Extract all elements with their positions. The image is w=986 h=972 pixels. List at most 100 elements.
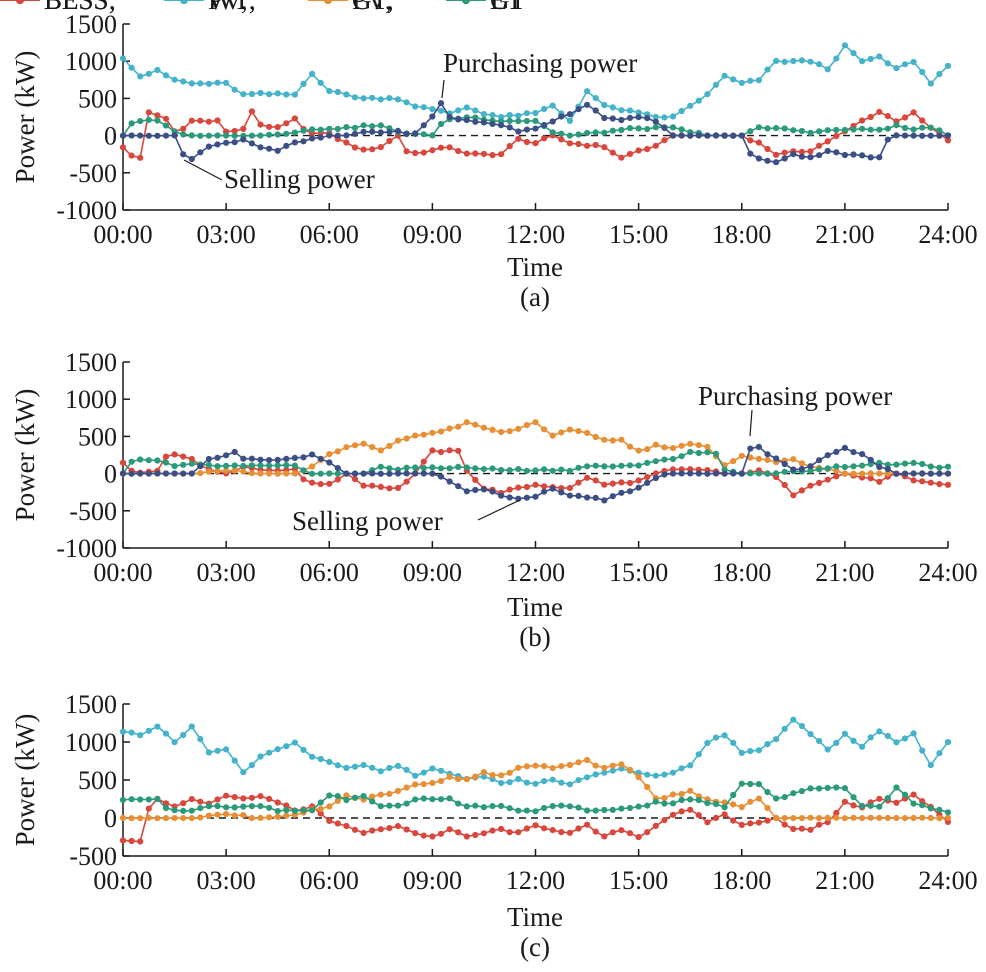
data-point-bess <box>558 136 565 143</box>
y-tick-label: -1000 <box>56 534 117 563</box>
data-point-gt <box>274 131 281 138</box>
data-point-pv <box>541 426 548 433</box>
data-point-pv <box>901 815 909 822</box>
data-point-wt <box>248 762 255 769</box>
data-point-gt <box>154 457 161 464</box>
data-point-bess <box>291 115 298 122</box>
data-point-gt <box>816 128 823 135</box>
data-point-wt <box>798 57 806 64</box>
data-point-wt <box>137 73 144 80</box>
data-point-et <box>790 466 797 473</box>
data-point-gt <box>901 124 909 132</box>
data-point-et <box>291 139 298 146</box>
data-point-gt <box>867 802 874 809</box>
data-point-gt <box>334 470 341 477</box>
data-point-bess <box>919 117 926 124</box>
data-point-bess <box>824 476 831 483</box>
data-point-wt <box>515 775 522 783</box>
data-point-gt <box>601 129 608 136</box>
data-point-pv <box>343 444 350 451</box>
data-point-gt <box>824 465 831 472</box>
data-point-wt <box>334 762 341 769</box>
data-point-et <box>661 124 668 132</box>
data-point-bess <box>377 826 384 833</box>
data-point-gt <box>231 132 238 139</box>
x-tick-label: 03:00 <box>197 866 256 895</box>
data-point-et <box>833 448 840 455</box>
data-point-wt <box>515 112 522 119</box>
y-tick-label: 1000 <box>65 385 117 414</box>
data-point-wt <box>936 750 943 757</box>
x-tick-label: 00:00 <box>93 866 152 895</box>
data-point-et <box>480 486 487 493</box>
y-tick-label: -1000 <box>56 196 117 225</box>
data-point-gt <box>807 467 814 474</box>
data-point-et <box>532 125 539 132</box>
data-point-gt <box>764 789 771 796</box>
data-point-gt <box>403 800 410 807</box>
data-point-bess <box>480 150 487 157</box>
data-point-bess <box>377 144 384 151</box>
data-point-gt <box>824 127 831 134</box>
data-point-bess <box>205 118 212 125</box>
data-point-et <box>944 132 952 139</box>
x-tick-label: 21:00 <box>815 558 874 587</box>
data-point-wt <box>781 725 788 732</box>
data-point-wt <box>429 106 436 113</box>
data-point-gt <box>712 800 720 808</box>
data-point-gt <box>652 124 659 131</box>
data-point-gt <box>171 807 178 814</box>
data-point-wt <box>644 771 651 778</box>
panel-b-annotation-purchasing: Purchasing power <box>698 381 892 411</box>
data-point-gt <box>575 804 582 811</box>
data-point-wt <box>523 779 531 786</box>
data-point-bess <box>661 817 668 824</box>
data-point-wt <box>936 70 943 78</box>
data-point-bess <box>128 837 135 845</box>
data-point-pv <box>403 784 410 791</box>
data-point-et <box>171 132 178 139</box>
data-point-bess <box>489 827 496 834</box>
data-point-wt <box>566 117 574 124</box>
data-point-bess <box>833 809 840 817</box>
data-point-wt <box>695 97 702 104</box>
data-point-wt <box>712 81 720 88</box>
legend-label: BESS; <box>44 0 116 15</box>
data-point-wt <box>859 743 866 750</box>
panel-b-legend: BESS; PV; GT; ET <box>0 0 523 15</box>
data-point-wt <box>755 77 763 84</box>
panel-c-series <box>119 716 952 845</box>
data-point-bess <box>437 448 445 456</box>
data-point-et <box>669 132 677 139</box>
data-point-wt <box>334 88 341 96</box>
data-point-gt <box>472 802 479 809</box>
data-point-gt <box>532 117 539 124</box>
data-point-et <box>394 127 402 134</box>
data-point-gt <box>240 462 247 469</box>
data-point-bess <box>824 819 831 826</box>
data-point-pv <box>609 762 616 769</box>
data-point-gt <box>437 796 445 803</box>
data-point-bess <box>248 794 255 801</box>
data-point-pv <box>489 426 496 433</box>
data-point-gt <box>455 463 462 470</box>
data-point-et <box>180 151 187 158</box>
data-point-wt <box>317 755 324 763</box>
data-point-wt <box>901 735 909 742</box>
data-point-wt <box>919 68 926 76</box>
data-point-gt <box>558 466 565 473</box>
data-point-bess <box>326 817 333 825</box>
data-point-et <box>695 132 702 139</box>
data-point-pv <box>291 470 298 477</box>
data-point-bess <box>901 114 909 121</box>
x-tick-label: 06:00 <box>300 558 359 587</box>
data-point-et <box>704 470 711 477</box>
data-point-pv <box>472 773 479 780</box>
data-point-gt <box>669 455 677 463</box>
data-point-gt <box>257 462 264 469</box>
data-point-gt <box>584 807 591 814</box>
data-point-gt <box>747 780 754 788</box>
data-point-wt <box>188 80 195 87</box>
data-point-wt <box>309 70 316 77</box>
x-tick-label: 03:00 <box>197 220 256 249</box>
